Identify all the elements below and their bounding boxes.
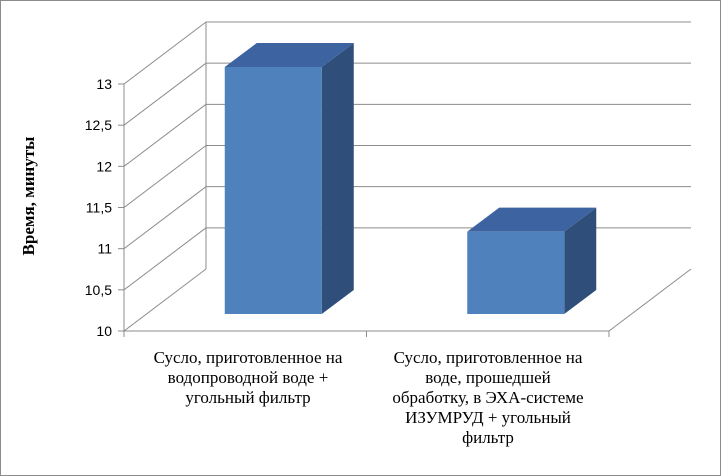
- bar-1-side: [321, 43, 354, 314]
- bars: [224, 43, 597, 314]
- floor-left-edge: [123, 268, 207, 332]
- x-category-label-2: Сусло, приготовленное на воде, прошедшей…: [368, 348, 608, 448]
- gridline-diagonal-6: [123, 21, 207, 85]
- gridline-diagonal-3: [123, 145, 207, 208]
- bar-2-side: [564, 207, 597, 314]
- bar-1-front: [224, 67, 322, 314]
- y-tick-label-2: 11: [97, 241, 112, 257]
- gridline-diagonal-2: [123, 186, 207, 250]
- gridline-diagonal-5: [123, 62, 207, 126]
- bar-1-top: [224, 43, 354, 67]
- x-category-label-2-line-1: Сусло, приготовленное на: [393, 348, 583, 367]
- bar-2: [467, 207, 597, 314]
- bar-1: [224, 43, 354, 314]
- bar-2-front: [467, 231, 565, 314]
- y-tick-label-4: 12: [96, 158, 112, 174]
- gridlines: [123, 21, 691, 291]
- x-category-label-1-line-1: Сусло, приготовленное на: [153, 348, 343, 367]
- x-category-label-1: Сусло, приготовленное на водопроводной в…: [128, 348, 368, 408]
- x-category-label-1-line-3: угольный фильтр: [185, 388, 311, 407]
- x-category-label-2-line-4: ИЗУМРУД + угольный: [405, 408, 571, 427]
- y-tick-labels: 10 10,5 11 11,5 12 12,5 13: [85, 76, 112, 339]
- x-category-label-2-line-2: воде, прошедшей: [425, 368, 551, 387]
- y-tick-label-6: 13: [96, 76, 112, 92]
- x-category-label-1-line-2: водопроводной воде +: [167, 368, 329, 387]
- floor-right-edge: [608, 268, 692, 332]
- gridline-diagonal-4: [123, 103, 207, 167]
- axes: [118, 22, 692, 337]
- y-tick-label-1: 10,5: [85, 282, 112, 298]
- x-category-label-2-line-5: фильтр: [462, 428, 514, 447]
- x-category-label-2-line-3: обработку, в ЭХА-системе: [392, 388, 584, 407]
- gridline-diagonal-1: [123, 227, 207, 291]
- y-tick-label-3: 11,5: [86, 200, 112, 216]
- y-axis-title: Время, минуты: [19, 137, 38, 256]
- y-tick-label-5: 12,5: [85, 117, 112, 133]
- y-tick-label-0: 10: [96, 323, 112, 339]
- bar-2-top: [467, 207, 597, 232]
